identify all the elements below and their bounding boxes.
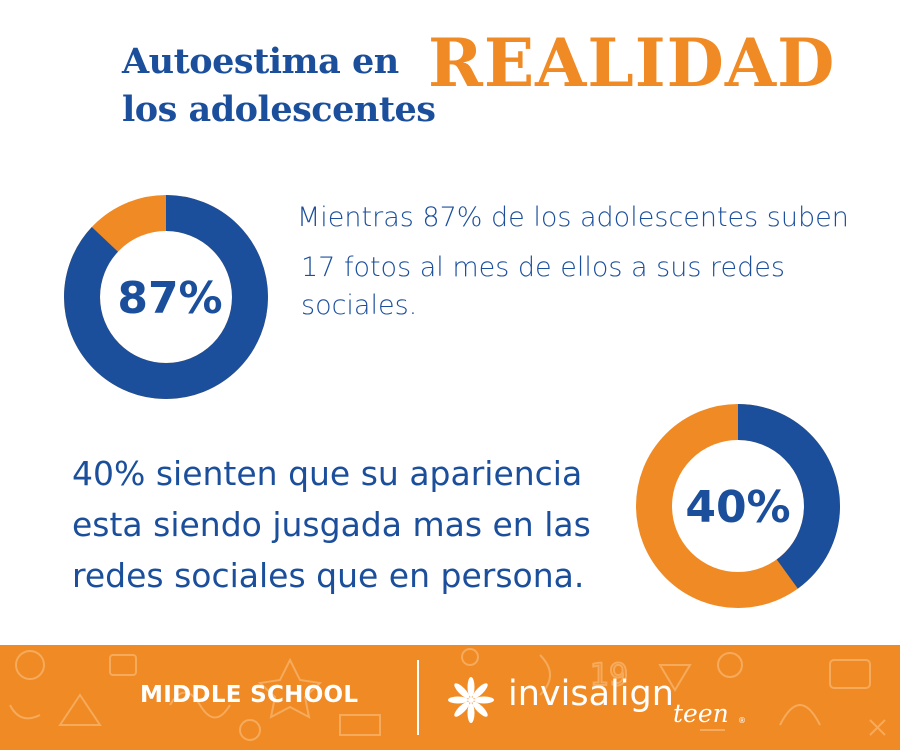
background-doodles: 19 [9, 648, 886, 741]
donut-40-label: 40% [685, 482, 790, 533]
brand-suffix: teen [673, 699, 729, 728]
footer-divider [417, 660, 419, 735]
stat-1-text: Mientras 87% de los adolescentes suben 1… [297, 202, 877, 325]
donut-40-value-arc [636, 404, 840, 608]
donut-chart-40: 40% [636, 404, 840, 608]
stat-1-line-1: Mientras 87% de los adolescentes suben [297, 202, 849, 233]
footer-banner: 19 MIDDLE SCHOOL invisalign teen ® [0, 645, 900, 750]
stat-2-text: 40% sienten que su apariencia esta siend… [72, 454, 591, 595]
brand-name: invisalign [508, 674, 674, 714]
title-line-2: los adolescentes [122, 89, 436, 130]
registered-mark: ® [738, 716, 746, 725]
invisalign-flower-icon [448, 677, 494, 723]
middle-school-label: MIDDLE SCHOOL [140, 682, 359, 708]
stat-1-line-2: 17 fotos al mes de ellos a sus redes soc… [301, 252, 785, 321]
title-line-1: Autoestima en [122, 41, 399, 82]
page-title: Autoestima en los adolescentes [122, 38, 436, 134]
donut-87-label: 87% [117, 273, 222, 324]
title-highlight: REALIDAD [428, 24, 836, 102]
svg-text:19: 19 [590, 658, 628, 693]
donut-chart-87: 87% [64, 195, 268, 399]
donut-87-value-arc [64, 195, 268, 399]
